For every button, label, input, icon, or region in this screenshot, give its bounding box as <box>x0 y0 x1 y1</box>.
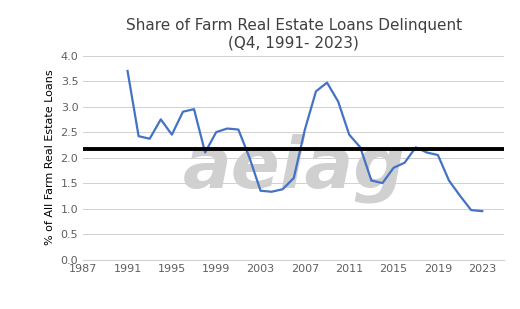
Y-axis label: % of All Farm Real Estate Loans: % of All Farm Real Estate Loans <box>45 70 55 245</box>
Title: Share of Farm Real Estate Loans Delinquent
(Q4, 1991- 2023): Share of Farm Real Estate Loans Delinque… <box>126 18 462 50</box>
Text: aeiag: aeiag <box>183 133 405 202</box>
